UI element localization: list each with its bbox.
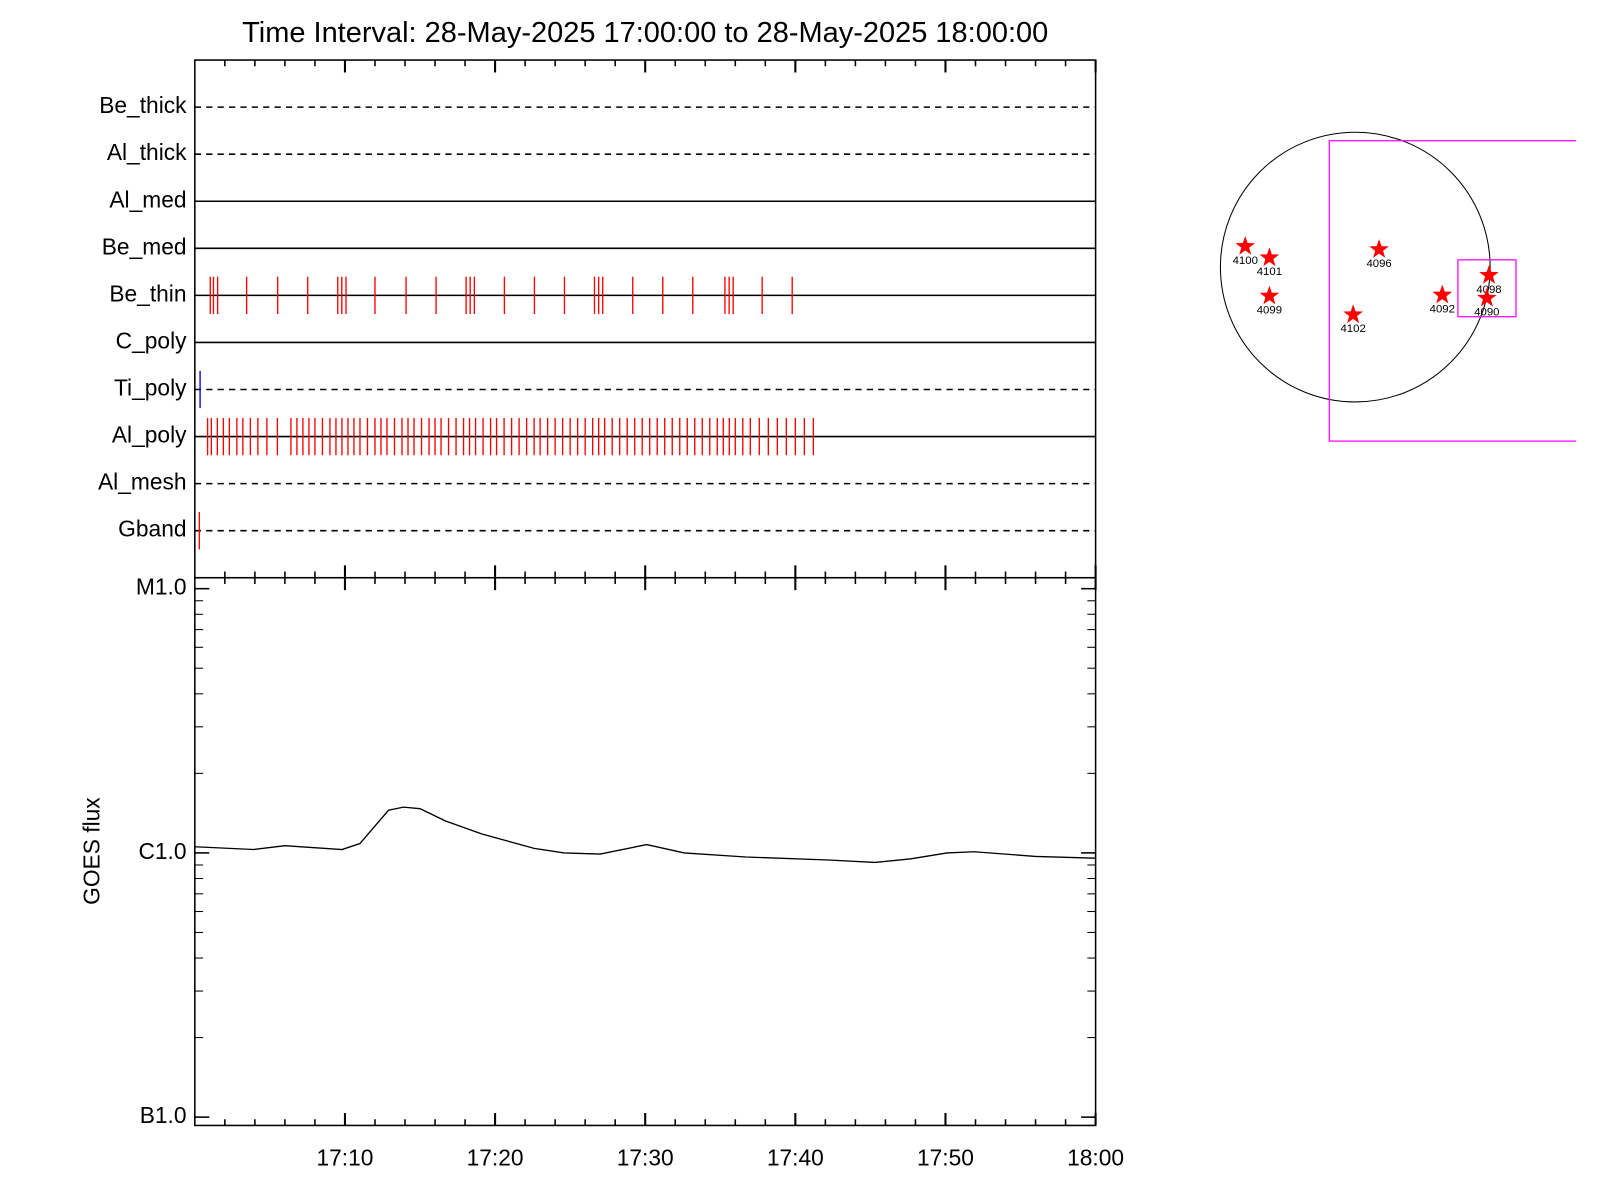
- active-region-label: 4101: [1257, 266, 1282, 278]
- active-region-label: 4096: [1366, 258, 1391, 270]
- x-tick-label: 17:50: [917, 1145, 974, 1171]
- x-tick-label: 18:00: [1067, 1145, 1124, 1171]
- active-region-star: [1259, 247, 1280, 267]
- active-region-label: 4100: [1233, 255, 1258, 267]
- active-region-label: 4102: [1340, 323, 1365, 335]
- filter-label: Gband: [118, 516, 186, 542]
- filter-label: Be_med: [102, 233, 187, 259]
- x-tick-label: 17:30: [617, 1145, 674, 1171]
- active-region-star: [1477, 287, 1497, 307]
- filter-label: C_poly: [116, 327, 187, 353]
- y-tick-label: C1.0: [138, 838, 186, 864]
- active-region-star: [1235, 235, 1256, 255]
- goes-flux-line: [194, 806, 1096, 864]
- filter-label: Al_med: [109, 186, 186, 212]
- active-region-label: 4090: [1474, 307, 1499, 319]
- filter-label: Al_poly: [112, 422, 187, 448]
- filter-label: Al_thick: [107, 139, 187, 165]
- panel-frame: [194, 59, 1097, 579]
- y-tick-label: B1.0: [140, 1102, 187, 1128]
- active-region-label: 4099: [1257, 304, 1282, 316]
- active-region-star: [1259, 285, 1280, 305]
- chart-title: Time Interval: 28-May-2025 17:00:00 to 2…: [242, 17, 1048, 49]
- panel-frame: [194, 576, 1097, 1127]
- x-tick-label: 17:10: [316, 1145, 373, 1171]
- filter-label: Al_mesh: [98, 469, 187, 495]
- field-of-view: [1457, 259, 1517, 318]
- x-tick-label: 17:20: [467, 1145, 524, 1171]
- x-tick-label: 17:40: [767, 1145, 824, 1171]
- solar-disk: [1219, 131, 1491, 403]
- active-region-star: [1432, 284, 1453, 304]
- active-region-star: [1369, 239, 1389, 258]
- y-tick-label: M1.0: [136, 574, 187, 600]
- active-region-star: [1343, 304, 1364, 324]
- field-of-view: [1328, 140, 1577, 442]
- y-axis-label: GOES flux: [78, 797, 104, 905]
- filter-label: Ti_poly: [114, 375, 187, 401]
- filter-label: Be_thin: [109, 280, 186, 306]
- active-region-label: 4092: [1430, 304, 1455, 316]
- filter-label: Be_thick: [99, 92, 187, 118]
- active-region-star: [1479, 264, 1499, 284]
- active-region-label: 4098: [1476, 284, 1501, 296]
